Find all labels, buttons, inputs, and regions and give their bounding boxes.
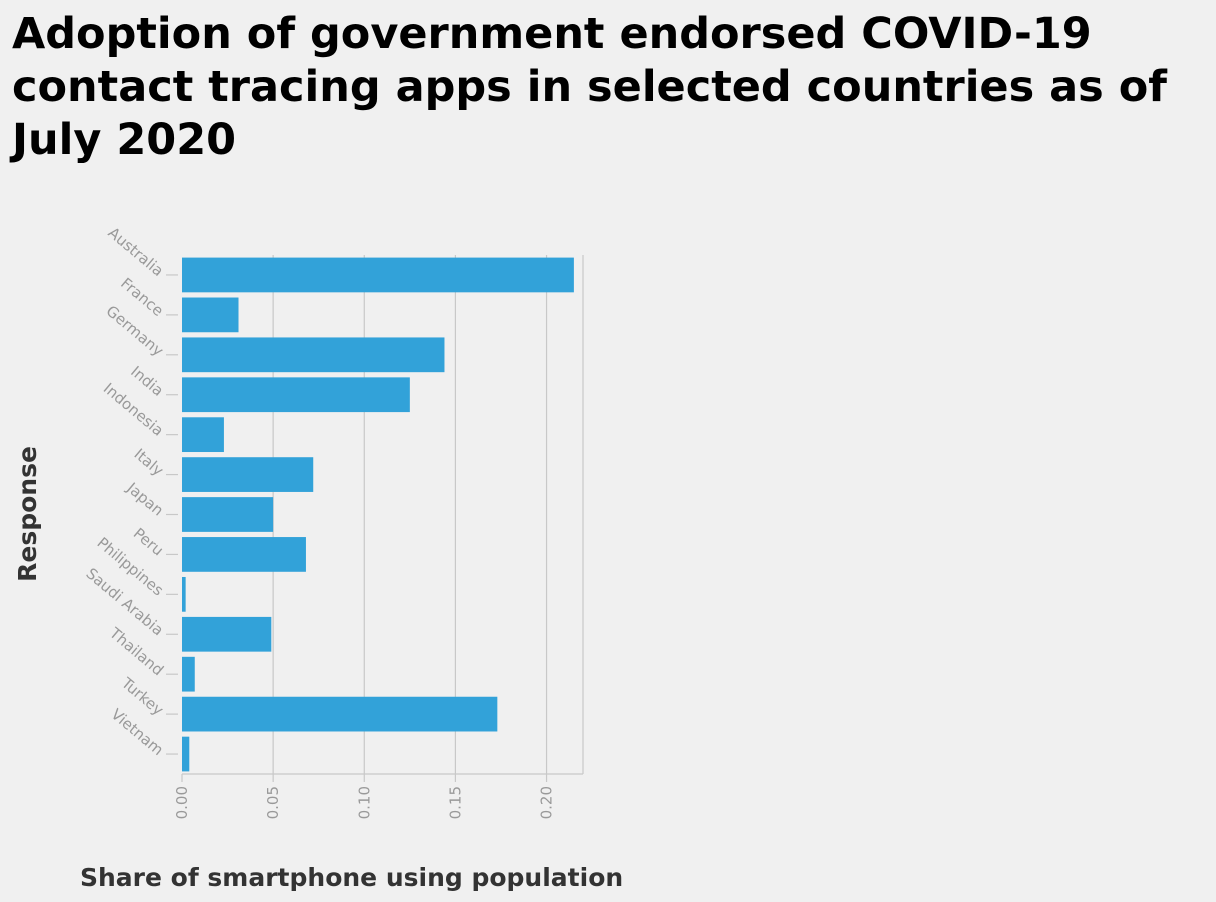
y-tick-label: Peru (130, 524, 167, 559)
bar (182, 696, 498, 732)
x-tick-label: 0.15 (446, 786, 464, 819)
bar (182, 377, 410, 413)
bars (182, 257, 574, 772)
x-tick-label: 0.20 (538, 786, 556, 819)
bar (182, 297, 239, 333)
x-tick-label: 0.00 (173, 786, 191, 819)
bar (182, 457, 314, 492)
bar (182, 537, 306, 572)
chart-title: Adoption of government endorsed COVID-19… (12, 9, 1167, 165)
y-tick-label: Italy (130, 445, 167, 480)
bar (182, 736, 190, 772)
y-axis-title: Response (13, 446, 42, 582)
y-tick-label: India (127, 362, 167, 399)
bar (182, 656, 195, 692)
y-tick-label: Australia (105, 224, 167, 280)
y-tick-label: Japan (123, 478, 167, 519)
x-axis-title: Share of smartphone using population (80, 863, 623, 892)
bar (182, 576, 186, 612)
x-tick-label: 0.05 (264, 786, 282, 819)
bar (182, 616, 272, 652)
grid-lines (272, 255, 584, 774)
bar (182, 337, 445, 373)
x-tick-label: 0.10 (355, 786, 373, 819)
bar (182, 257, 574, 293)
bar (182, 417, 224, 453)
bar (182, 497, 274, 532)
